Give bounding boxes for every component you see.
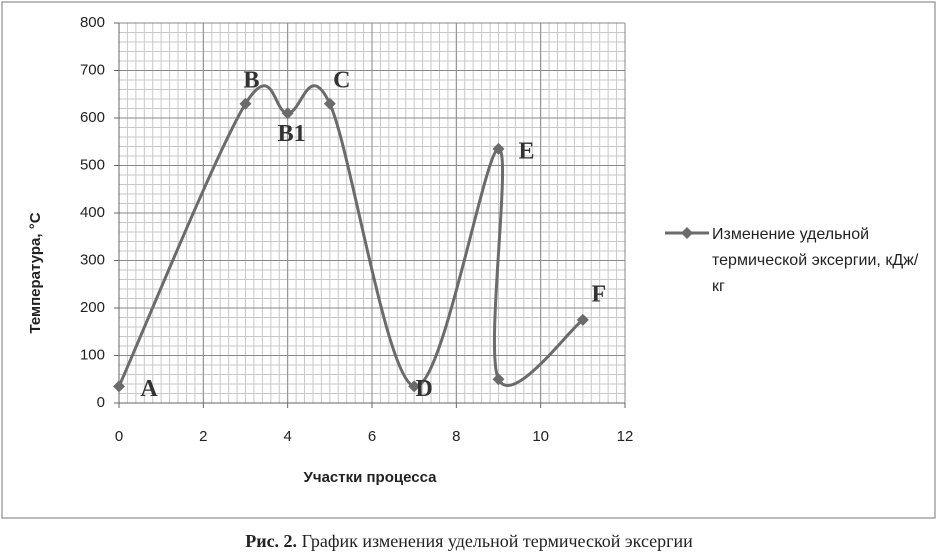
y-tick-label: 700	[80, 61, 105, 78]
x-tick-label: 4	[283, 428, 291, 445]
point-label: B1	[278, 121, 306, 147]
chart-border	[1, 1, 936, 519]
y-tick-label: 300	[80, 251, 105, 268]
data-point	[576, 313, 589, 326]
x-axis-label: Участки процесса	[304, 469, 438, 486]
caption-text: График изменения удельной термической эк…	[301, 531, 693, 551]
point-label: F	[591, 281, 606, 307]
x-tick-label: 8	[452, 428, 460, 445]
y-tick-label: 500	[80, 156, 105, 173]
x-tick-label: 2	[199, 428, 207, 445]
data-point	[492, 373, 505, 386]
data-point	[323, 97, 336, 110]
y-tick-label: 100	[80, 346, 105, 363]
legend-marker	[681, 227, 693, 239]
data-point	[408, 380, 421, 393]
point-label: C	[333, 67, 350, 93]
x-tick-label: 6	[368, 428, 376, 445]
y-axis-label: Температура, °С	[27, 212, 44, 333]
y-tick-label: 800	[80, 14, 105, 31]
x-tick-label: 0	[115, 428, 123, 445]
y-tick-label: 200	[80, 299, 105, 316]
x-tick-label: 10	[532, 428, 549, 445]
point-label: A	[140, 376, 158, 402]
y-tick-label: 0	[97, 394, 105, 411]
caption-label: Рис. 2.	[245, 531, 298, 551]
data-point	[281, 107, 294, 120]
data-point	[239, 97, 252, 110]
legend-label: Изменение удельной термической эксергии,…	[712, 226, 919, 295]
data-point	[492, 142, 505, 155]
series-line	[117, 84, 584, 388]
point-label: D	[415, 376, 432, 402]
point-label: B	[243, 67, 259, 93]
point-label: E	[518, 138, 534, 164]
data-point	[113, 380, 125, 393]
x-tick-label: 12	[617, 428, 634, 445]
y-tick-label: 400	[80, 204, 105, 221]
y-tick-label: 600	[80, 109, 105, 126]
caption: Рис. 2. График изменения удельной термич…	[0, 531, 938, 552]
